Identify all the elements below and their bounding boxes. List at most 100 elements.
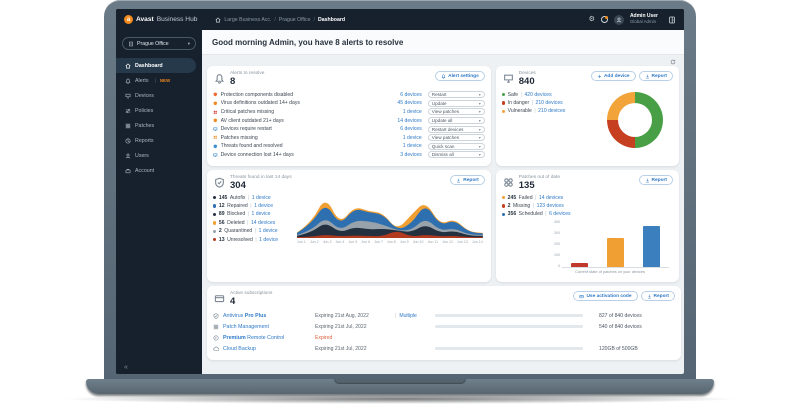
alert-devices-link[interactable]: 6 devices — [400, 91, 422, 98]
briefcase-icon — [125, 168, 131, 174]
devices-report-button[interactable]: Report — [638, 71, 673, 81]
legend-devices-link[interactable]: 1 device — [251, 211, 271, 218]
add-device-button[interactable]: Add device — [590, 71, 636, 81]
legend-item-deleted: 56 Deleted | 14 devices — [213, 219, 297, 227]
alert-row: Virus definitions outdated 14+ days 45 d… — [213, 99, 485, 108]
user-role: Global Admin — [629, 18, 657, 24]
alert-action-select[interactable]: Update ▾ — [427, 99, 485, 107]
sidebar-item-patches[interactable]: Patches — [116, 118, 196, 133]
devices-legend: Safe | 420 devices In danger | — [501, 90, 566, 161]
subscription-expiry: Expiring 21st Jul, 2022 — [315, 323, 367, 330]
alert-label: Virus definitions outdated 14+ days — [220, 100, 300, 107]
sidebar-item-policies[interactable]: Policies — [116, 103, 196, 118]
alert-action-select[interactable]: Restart ▾ — [427, 91, 485, 99]
monitor-icon — [125, 93, 131, 99]
sidebar-item-devices[interactable]: Devices — [116, 88, 196, 103]
pie-chart-icon — [125, 138, 131, 144]
alert-row: Threats found and resolved 1 device Quic… — [213, 142, 485, 151]
shield-check-icon — [214, 177, 225, 188]
alert-label: Critical patches missing — [220, 108, 275, 115]
logout-icon[interactable] — [668, 16, 676, 24]
subscription-row: Antivirus Pro Plus Expiring 21st Aug, 20… — [213, 310, 675, 321]
sidebar-collapse-button[interactable]: « — [124, 364, 128, 371]
alert-action-select[interactable]: Update all ▾ — [427, 117, 485, 125]
org-selector[interactable]: Prague Office ▾ — [122, 37, 196, 50]
legend-item-autofix: 145 Autofix | 1 device — [213, 193, 297, 201]
legend-devices-link[interactable]: 1 device — [251, 194, 271, 201]
subscription-multiple-link[interactable]: | Multiple — [395, 312, 417, 319]
legend-devices-link[interactable]: 14 devices — [538, 194, 564, 201]
subscription-row: Premium Remote Control Expired — [213, 332, 675, 343]
subscription-name-link[interactable]: Antivirus Pro Plus — [223, 312, 267, 319]
alert-action-select[interactable]: Restart devices ▾ — [427, 125, 485, 133]
threats-report-button[interactable]: Report — [450, 175, 485, 185]
download-icon — [645, 74, 650, 79]
subscription-name-link[interactable]: Premium Remote Control — [223, 334, 285, 341]
subscription-expiry: Expiring 21st Jul, 2022 — [315, 345, 367, 352]
patches-report-button[interactable]: Report — [638, 175, 673, 185]
refresh-icon[interactable] — [670, 59, 676, 65]
legend-item-scheduled: 356 Scheduled | 6 devices — [501, 210, 673, 218]
alert-action-select[interactable]: Dismiss all ▾ — [427, 151, 485, 159]
card-title: Devices — [518, 71, 536, 76]
main-content: Good morning Admin, you have 8 alerts to… — [202, 30, 684, 374]
alerts-card: Alerts to resolve 8 Alert settings — [207, 66, 491, 166]
legend-devices-link[interactable]: 14 devices — [250, 219, 276, 226]
alert-action-select[interactable]: View patches ▾ — [427, 134, 485, 142]
legend-devices-link[interactable]: 210 devices — [538, 108, 566, 115]
subscription-expiry: Expiring 21st Aug, 2022 — [315, 312, 369, 319]
monitor-icon — [213, 127, 218, 132]
breadcrumb-site[interactable]: Prague Office — [278, 16, 311, 23]
patches-legend: 245 Failed | 14 devices 2 Missing — [501, 193, 673, 218]
use-activation-code-button[interactable]: Use activation code — [573, 291, 638, 301]
legend-devices-link[interactable]: 1 device — [254, 203, 274, 210]
alert-settings-button[interactable]: Alert settings — [435, 71, 485, 81]
legend-item-safe: Safe | 420 devices — [501, 90, 566, 98]
alert-row: Patches missing 1 device View patches ▾ — [213, 133, 485, 142]
alert-action-select[interactable]: View patches ▾ — [427, 108, 485, 116]
alert-devices-link[interactable]: 1 device — [402, 134, 422, 141]
sidebar-item-account[interactable]: Account — [116, 163, 196, 178]
sidebar-item-alerts[interactable]: Alerts | NEW — [116, 73, 196, 88]
alert-devices-link[interactable]: 6 devices — [400, 126, 422, 133]
alert-action-select[interactable]: Quick scan ▾ — [427, 142, 485, 150]
legend-devices-link[interactable]: 1 device — [259, 236, 279, 243]
gear-icon[interactable]: ⚙ — [588, 16, 595, 23]
subscription-progress-bar — [435, 314, 583, 318]
notification-icon[interactable] — [600, 15, 609, 23]
chevron-down-icon: ▾ — [478, 118, 481, 124]
user-menu[interactable]: Admin User Global Admin — [630, 14, 658, 24]
subscriptions-card: Active subscriptions 4 Use activation co… — [207, 286, 681, 360]
legend-dot — [501, 195, 506, 200]
user-icon — [616, 17, 622, 23]
legend-devices-link[interactable]: 6 devices — [549, 211, 571, 218]
breadcrumb: Large Business Acc. / Prague Office / Dash… — [215, 17, 345, 23]
avast-logo-icon: a — [124, 15, 133, 24]
chevron-down-icon: ▾ — [478, 92, 481, 98]
alert-devices-link[interactable]: 3 devices — [400, 151, 422, 158]
alert-devices-link[interactable]: 45 devices — [397, 100, 422, 107]
legend-devices-link[interactable]: 420 devices — [524, 91, 552, 98]
monitor-icon — [213, 153, 218, 158]
sidebar-item-users[interactable]: Users — [116, 148, 196, 163]
card-title: Active subscriptions — [230, 291, 273, 296]
subscriptions-report-button[interactable]: Report — [640, 291, 675, 301]
alert-devices-link[interactable]: 1 device — [402, 108, 422, 115]
sidebar-item-dashboard[interactable]: Dashboard — [116, 58, 196, 73]
subscription-name-link[interactable]: Patch Management — [223, 323, 269, 330]
legend-devices-link[interactable]: 1 device — [258, 228, 278, 235]
chevron-down-icon: ▾ — [478, 109, 481, 115]
area-chart-canvas — [297, 202, 483, 239]
alert-devices-link[interactable]: 1 device — [402, 143, 422, 150]
avast-logo[interactable]: a Avast Business Hub — [124, 15, 197, 24]
breadcrumb-account[interactable]: Large Business Acc. — [224, 16, 272, 23]
legend-devices-link[interactable]: 123 devices — [536, 203, 564, 210]
sidebar-item-reports[interactable]: Reports — [116, 133, 196, 148]
alert-devices-link[interactable]: 14 devices — [397, 117, 422, 124]
legend-devices-link[interactable]: 210 devices — [535, 100, 563, 107]
alert-row: Device connection lost 14+ days 3 device… — [213, 151, 485, 160]
subscription-name-link[interactable]: Cloud Backup — [223, 345, 256, 352]
cloud-icon — [213, 346, 219, 352]
avatar[interactable] — [613, 14, 624, 25]
